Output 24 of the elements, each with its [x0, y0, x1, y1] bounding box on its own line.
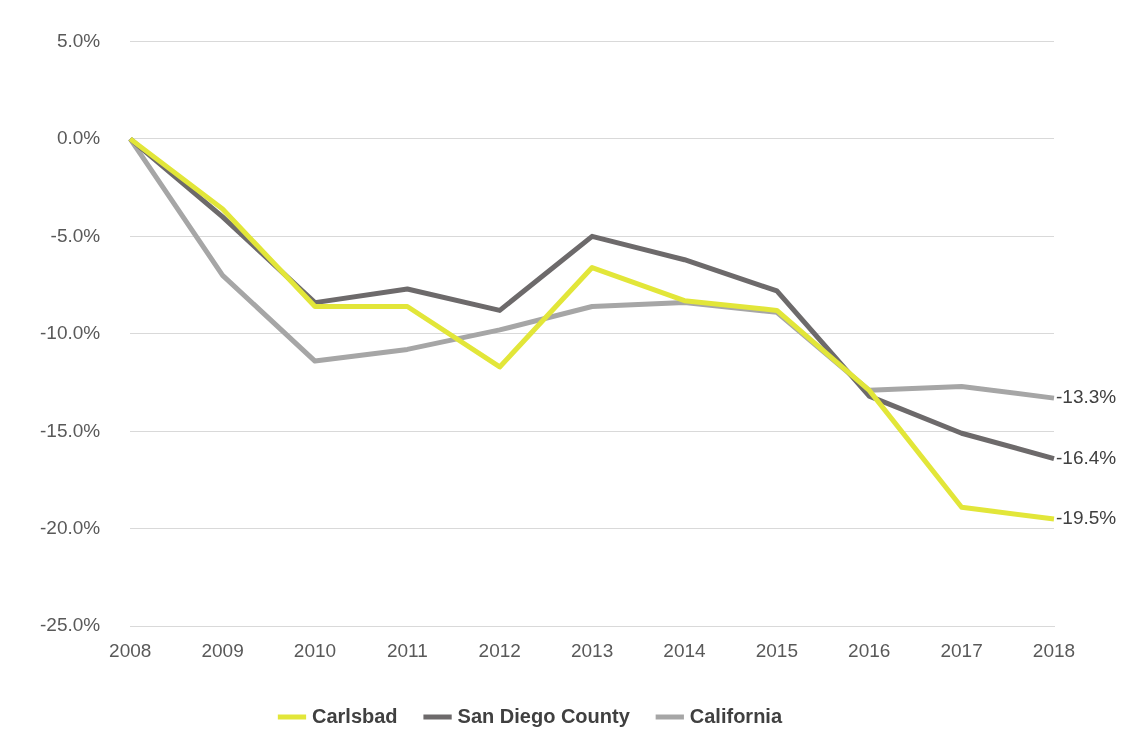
- x-tick-label: 2011: [386, 639, 428, 661]
- x-tick-label: 2015: [755, 639, 798, 661]
- x-tick-label: 2010: [293, 639, 337, 661]
- data-label: -16.4%: [1056, 446, 1117, 468]
- legend-label: San Diego County: [457, 704, 631, 727]
- y-tick-label: -10.0%: [40, 322, 101, 344]
- y-tick-label: -25.0%: [40, 614, 101, 636]
- y-tick-label: -5.0%: [50, 224, 101, 246]
- x-tick-label: 2018: [1032, 639, 1076, 661]
- x-tick-label: 2009: [201, 639, 244, 661]
- legend-label: California: [689, 704, 783, 727]
- x-tick-label: 2012: [478, 639, 521, 661]
- x-tick-label: 2016: [848, 639, 891, 661]
- x-tick-label: 2017: [940, 639, 983, 661]
- x-tick-label: 2014: [663, 639, 707, 661]
- x-tick-label: 2013: [570, 639, 614, 661]
- data-label: -19.5%: [1056, 507, 1117, 529]
- y-tick-label: 5.0%: [56, 29, 101, 51]
- x-tick-label: 2008: [109, 639, 152, 661]
- data-label: -13.3%: [1056, 386, 1117, 408]
- legend-label: Carlsbad: [311, 704, 398, 727]
- y-tick-label: -15.0%: [40, 419, 101, 441]
- y-tick-label: -20.0%: [40, 516, 101, 538]
- y-tick-label: 0.0%: [56, 127, 101, 149]
